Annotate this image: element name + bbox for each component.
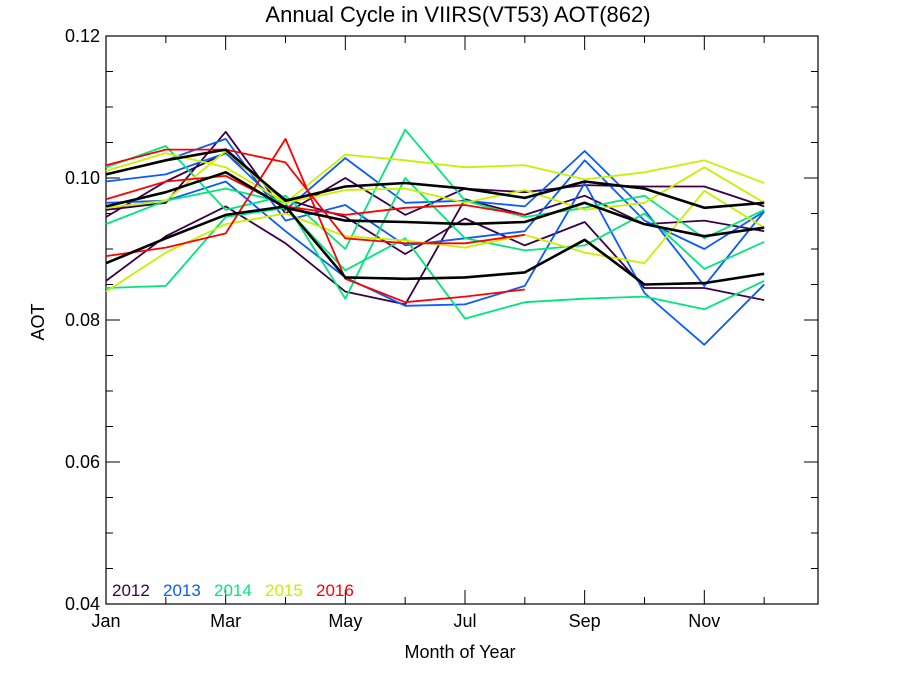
series-line-11 <box>105 150 765 211</box>
series-line-8 <box>105 177 765 300</box>
y-axis: 0.04 0.06 0.08 0.10 0.12 <box>65 26 818 614</box>
chart-title: Annual Cycle in VIIRS(VT53) AOT(862) <box>265 2 650 27</box>
series-line-15 <box>105 138 525 304</box>
y-tick-label: 0.08 <box>65 310 100 330</box>
series-line-2 <box>105 152 765 301</box>
legend: 2012 2013 2014 2015 2016 <box>112 581 354 600</box>
x-tick-label: Mar <box>210 611 241 631</box>
series-line-17 <box>105 171 765 238</box>
plot-frame <box>105 35 819 605</box>
legend-item-2012: 2012 <box>112 581 150 600</box>
series-line-18 <box>105 205 765 286</box>
series-layer <box>105 128 765 346</box>
x-axis-label: Month of Year <box>404 642 515 662</box>
y-tick-label: 0.04 <box>65 594 100 614</box>
series-line-13 <box>105 148 525 245</box>
y-axis-label: AOT <box>28 303 48 340</box>
x-tick-label: May <box>328 611 362 631</box>
series-line-7 <box>105 128 765 250</box>
x-tick-label: Sep <box>569 611 601 631</box>
series-line-10 <box>105 152 765 204</box>
legend-item-2015: 2015 <box>265 581 303 600</box>
series-line-16 <box>105 148 765 210</box>
x-tick-label: Jul <box>453 611 476 631</box>
y-tick-label: 0.06 <box>65 452 100 472</box>
legend-item-2013: 2013 <box>163 581 201 600</box>
legend-item-2016: 2016 <box>316 581 354 600</box>
series-line-6 <box>105 180 765 346</box>
x-axis: Jan Mar May Jul Sep Nov <box>91 36 765 631</box>
x-tick-label: Nov <box>688 611 720 631</box>
legend-item-2014: 2014 <box>214 581 252 600</box>
y-tick-label: 0.10 <box>65 168 100 188</box>
y-tick-label: 0.12 <box>65 26 100 46</box>
series-line-4 <box>105 150 765 287</box>
x-tick-label: Jan <box>91 611 120 631</box>
